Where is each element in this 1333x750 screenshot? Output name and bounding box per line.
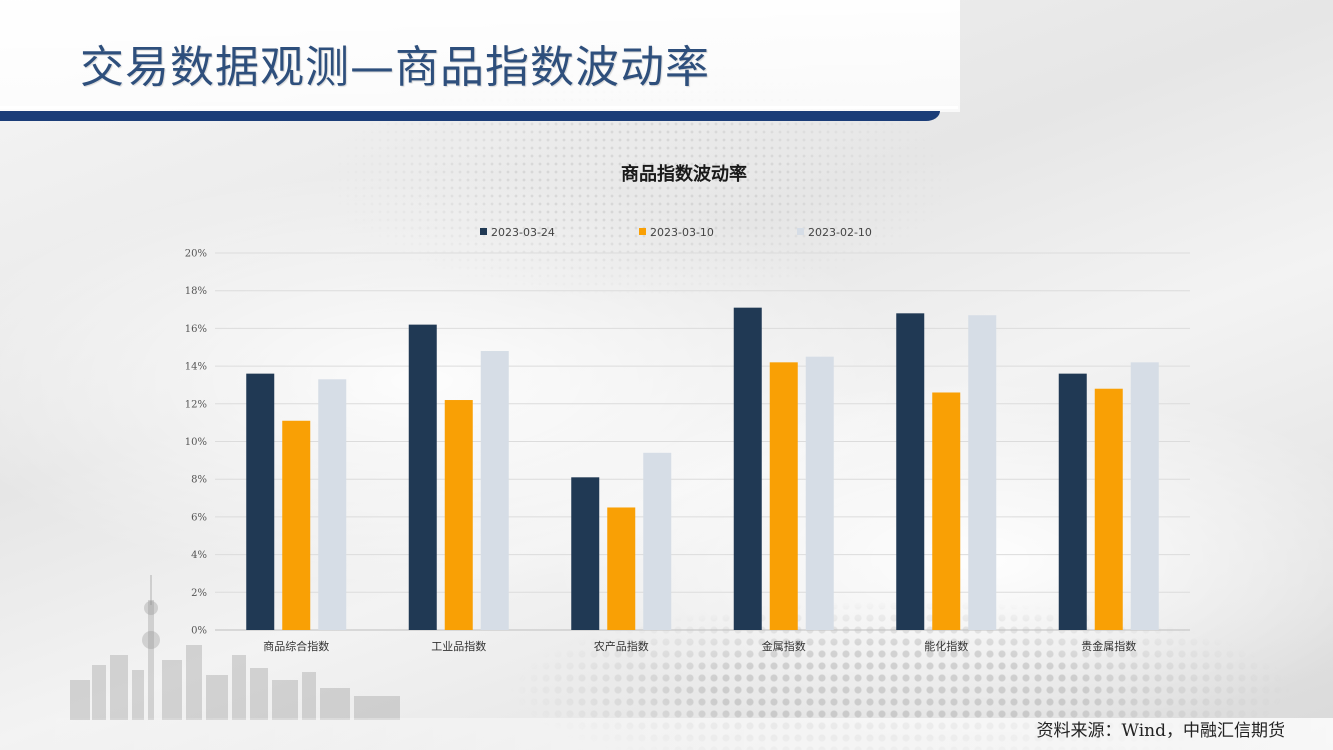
bar — [444, 400, 473, 630]
bar — [480, 351, 509, 630]
y-tick-label: 16% — [185, 324, 207, 335]
category-label: 金属指数 — [762, 639, 806, 653]
bar — [607, 507, 636, 630]
bar — [896, 313, 925, 630]
bar — [318, 379, 347, 630]
bar — [769, 362, 798, 630]
legend-item-series-3: 2023-02-10 — [797, 226, 872, 239]
city-skyline-graphic — [70, 575, 400, 720]
category-label: 农产品指数 — [594, 639, 649, 653]
legend-swatch-series-1 — [480, 228, 487, 235]
legend-label-series-2: 2023-03-10 — [650, 226, 714, 239]
title-underline-bar — [0, 111, 940, 121]
bar — [408, 324, 437, 630]
y-tick-label: 12% — [185, 399, 207, 410]
bar — [571, 477, 600, 630]
y-tick-label: 10% — [185, 437, 207, 448]
category-label: 工业品指数 — [431, 639, 486, 653]
chart-legend: 2023-03-24 2023-03-10 2023-02-10 — [0, 226, 1333, 242]
bar — [1130, 362, 1159, 630]
footer-strip — [0, 718, 1333, 750]
source-note: 资料来源：Wind，中融汇信期货 — [1036, 721, 1285, 741]
legend-swatch-series-3 — [797, 228, 804, 235]
y-tick-label: 14% — [185, 362, 207, 373]
bar — [805, 356, 834, 630]
legend-item-series-1: 2023-03-24 — [480, 226, 555, 239]
bar — [733, 307, 762, 630]
y-tick-label: 8% — [191, 475, 207, 486]
legend-label-series-1: 2023-03-24 — [491, 226, 555, 239]
y-tick-label: 18% — [185, 286, 207, 297]
bar — [968, 315, 997, 630]
y-tick-label: 6% — [191, 512, 207, 523]
title-area — [0, 0, 960, 112]
category-label: 贵金属指数 — [1081, 639, 1136, 653]
y-tick-label: 20% — [185, 249, 207, 260]
category-label: 商品综合指数 — [263, 639, 329, 653]
y-tick-label: 2% — [191, 588, 207, 599]
bar — [643, 452, 672, 630]
bar — [1058, 373, 1087, 630]
bar — [932, 392, 961, 630]
slide-title: 交易数据观测—商品指数波动率 — [80, 42, 710, 93]
bar — [282, 420, 311, 630]
y-tick-label: 4% — [191, 550, 207, 561]
legend-label-series-3: 2023-02-10 — [808, 226, 872, 239]
legend-swatch-series-2 — [639, 228, 646, 235]
title-underline-highlight — [0, 106, 958, 109]
bar — [1094, 388, 1123, 630]
y-tick-label: 0% — [191, 626, 207, 637]
category-label: 能化指数 — [924, 639, 968, 653]
bar — [246, 373, 275, 630]
chart-title: 商品指数波动率 — [621, 164, 747, 185]
legend-item-series-2: 2023-03-10 — [639, 226, 714, 239]
